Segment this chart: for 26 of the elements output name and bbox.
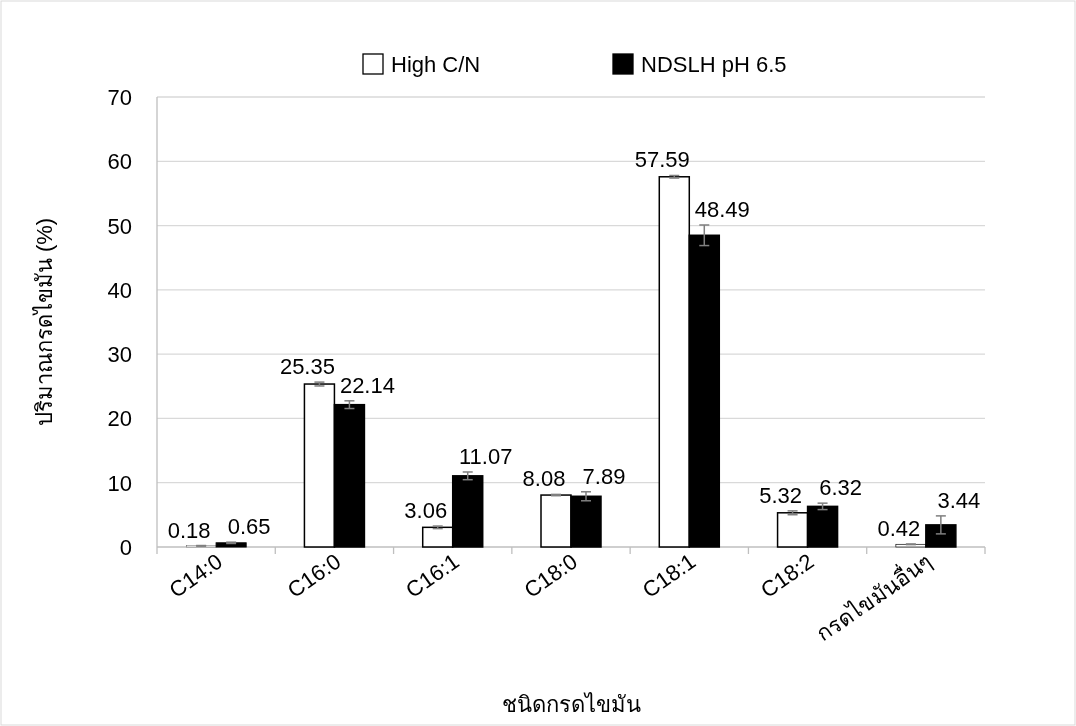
data-label: 57.59 <box>634 147 690 173</box>
y-tick-label: 70 <box>107 85 132 110</box>
y-tick-label: 30 <box>107 342 132 368</box>
x-axis-title: ชนิดกรดไขมัน <box>501 692 641 717</box>
y-tick-label: 40 <box>107 277 132 303</box>
data-label: 48.49 <box>694 196 750 222</box>
data-label: 0.42 <box>877 515 921 541</box>
data-label: 25.35 <box>279 354 335 380</box>
y-tick-label: 60 <box>107 149 132 175</box>
data-label: 11.07 <box>459 443 513 469</box>
legend-label: High C/N <box>391 52 481 77</box>
y-tick-label: 20 <box>107 406 132 432</box>
data-label: 0.18 <box>167 517 211 543</box>
data-label: 3.44 <box>937 487 981 513</box>
y-tick-label: 0 <box>119 535 132 560</box>
data-label: 8.08 <box>522 466 566 492</box>
data-label: 7.89 <box>582 463 626 489</box>
y-axis-title: ปริมาณกรดไขมัน (%) <box>32 217 57 427</box>
data-label: 5.32 <box>759 482 802 508</box>
y-tick-label: 50 <box>107 213 132 239</box>
data-label: 0.65 <box>227 514 271 540</box>
y-tick-label: 10 <box>107 470 132 496</box>
data-label: 22.14 <box>339 372 395 398</box>
data-label: 6.32 <box>819 475 862 501</box>
data-label: 3.06 <box>404 498 448 524</box>
legend-label: NDSLH pH 6.5 <box>641 52 787 77</box>
